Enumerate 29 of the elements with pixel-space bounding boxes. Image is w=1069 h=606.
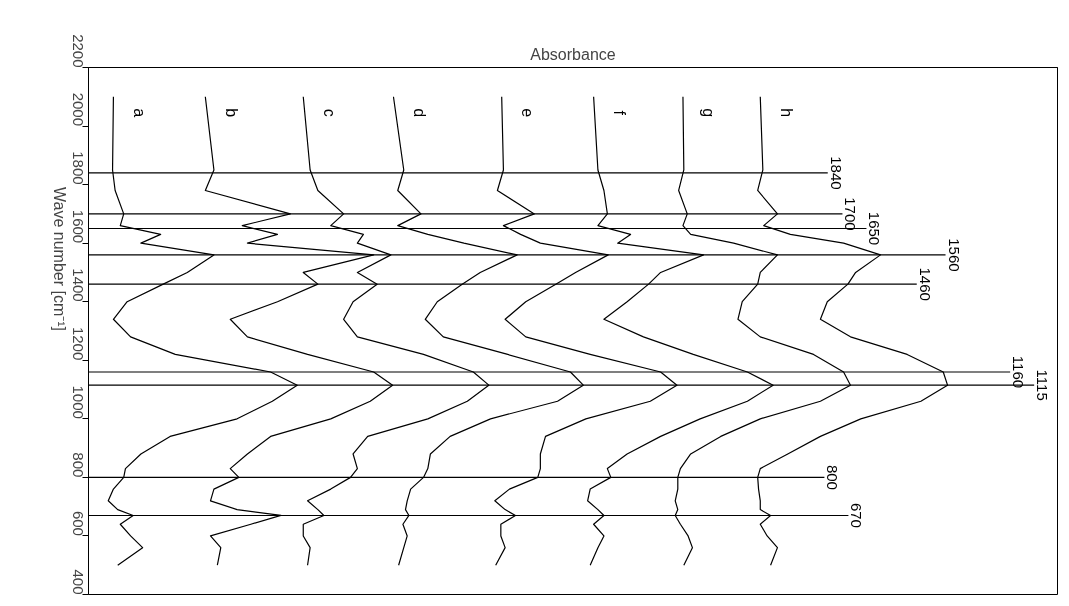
y-tick-label: 1400 [69,268,87,302]
y-axis-title: Wave number [cm⁻¹] [51,187,68,332]
y-tick-label: 400 [69,569,87,595]
text: d [410,108,428,118]
y-tick-label: 2200 [69,34,87,68]
ref-line-label: 1160 [1010,355,1028,389]
ref-line-label: 1460 [916,267,934,301]
text: h [777,108,795,118]
x-axis-title: Absorbance [530,45,616,63]
ref-line-label: 1560 [945,238,963,272]
y-tick-label: 2000 [69,92,87,127]
ref-line-label: 670 [848,502,866,528]
text: b [222,108,240,118]
y-tick-label: 800 [69,452,87,478]
y-tick-label: 1600 [69,209,87,244]
text: a [130,108,148,118]
ref-line-label: 1650 [866,211,884,246]
y-tick-label: 1800 [69,151,87,185]
y-tick-label: 1200 [69,326,87,361]
text: g [700,108,718,118]
ref-line-label: 1840 [827,156,845,190]
y-tick-label: 1000 [69,385,87,419]
ref-line-label: 1115 [1034,369,1052,401]
ref-line-label: 1700 [842,197,860,231]
text: e [518,108,536,118]
ref-line-label: 800 [824,464,842,490]
text: c [320,108,338,117]
text: f [611,110,629,116]
y-tick-label: 600 [69,510,87,536]
